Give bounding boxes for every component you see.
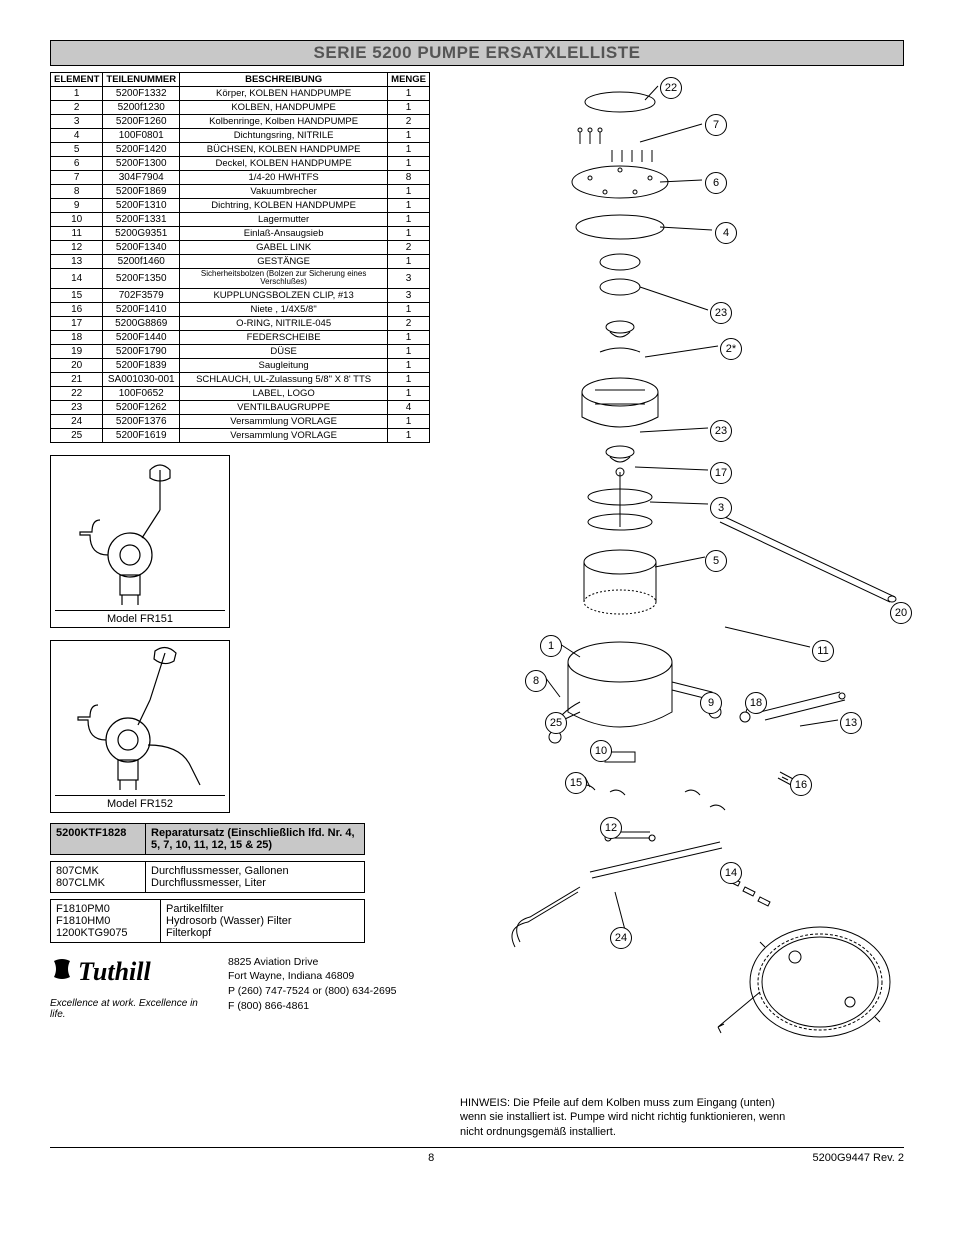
callout-23: 23	[710, 420, 732, 442]
table-row: 135200f1460GESTÄNGE1	[51, 255, 430, 269]
table-row: 4100F0801Dichtungsring, NITRILE1	[51, 129, 430, 143]
doc-rev: 5200G9447 Rev. 2	[812, 1152, 904, 1164]
pump-illustration-fr151	[70, 460, 210, 610]
callout-5: 5	[705, 550, 727, 572]
table-row: 15702F3579KUPPLUNGSBOLZEN CLIP, #133	[51, 288, 430, 302]
table-header: TEILENUMMER	[103, 73, 180, 87]
callout-14: 14	[720, 862, 742, 884]
table-row: 245200F1376Versammlung VORLAGE1	[51, 414, 430, 428]
callout-23: 23	[710, 302, 732, 324]
table-row: 15200F1332Körper, KOLBEN HANDPUMPE1	[51, 87, 430, 101]
callout-8: 8	[525, 670, 547, 692]
table-row: 255200F1619Versammlung VORLAGE1	[51, 428, 430, 442]
table-row: 235200F1262VENTILBAUGRUPPE4	[51, 400, 430, 414]
svg-text:Tuthill: Tuthill	[78, 957, 152, 986]
table-row: 7304F79041/4-20 HWHTFS8	[51, 171, 430, 185]
callout-2: 2*	[720, 338, 742, 360]
table-row: 25200f1230KOLBEN, HANDPUMPE1	[51, 101, 430, 115]
callout-7: 7	[705, 114, 727, 136]
filter-table: F1810PM0 F1810HM0 1200KTG9075 Partikelfi…	[50, 899, 365, 943]
filter-pn: F1810PM0 F1810HM0 1200KTG9075	[51, 899, 161, 942]
page-footer: 8 5200G9447 Rev. 2	[50, 1147, 904, 1164]
table-row: 85200F1869Vakuumbrecher1	[51, 185, 430, 199]
table-row: 145200F1350Sicherheitsbolzen (Bolzen zur…	[51, 269, 430, 289]
company-address: 8825 Aviation Drive Fort Wayne, Indiana …	[228, 955, 397, 1014]
callout-9: 9	[700, 692, 722, 714]
callout-4: 4	[715, 222, 737, 244]
table-row: 195200F1790DÜSE1	[51, 344, 430, 358]
table-header: ELEMENT	[51, 73, 103, 87]
page-number: 8	[428, 1152, 434, 1164]
table-row: 175200G8869O-RING, NITRILE-0452	[51, 316, 430, 330]
kit-desc: Reparatursatz (Einschließlich lfd. Nr. 4…	[146, 823, 365, 854]
callout-13: 13	[840, 712, 862, 734]
kit-table: 5200KTF1828 Reparatursatz (Einschließlic…	[50, 823, 365, 855]
callout-20: 20	[890, 602, 912, 624]
model-fr151-box: Model FR151	[50, 455, 230, 628]
callout-17: 17	[710, 462, 732, 484]
hinweis-note: HINWEIS: Die Pfeile auf dem Kolben muss …	[460, 1096, 800, 1139]
table-row: 165200F1410Niete , 1/4X5/8"1	[51, 302, 430, 316]
callout-1: 1	[540, 635, 562, 657]
callout-24: 24	[610, 927, 632, 949]
callout-16: 16	[790, 774, 812, 796]
exploded-diagram: 22764232*2317352011189182513101516121424	[460, 72, 920, 1092]
callout-18: 18	[745, 692, 767, 714]
table-row: 125200F1340GABEL LINK2	[51, 241, 430, 255]
table-row: 65200F1300Deckel, KOLBEN HANDPUMPE1	[51, 157, 430, 171]
callout-10: 10	[590, 740, 612, 762]
model-fr152-caption: Model FR152	[55, 795, 225, 812]
model-fr152-box: Model FR152	[50, 640, 230, 813]
flowmeter-desc: Durchflussmesser, Gallonen Durchflussmes…	[146, 861, 365, 892]
flowmeter-pn: 807CMK 807CLMK	[51, 861, 146, 892]
callout-11: 11	[812, 640, 834, 662]
parts-table: ELEMENTTEILENUMMERBESCHREIBUNGMENGE 1520…	[50, 72, 430, 443]
table-row: 115200G9351Einlaß-Ansaugsieb1	[51, 227, 430, 241]
table-row: 95200F1310Dichtring, KOLBEN HANDPUMPE1	[51, 199, 430, 213]
table-row: 105200F1331Lagermutter1	[51, 213, 430, 227]
table-header: MENGE	[388, 73, 430, 87]
table-row: 185200F1440FEDERSCHEIBE1	[51, 330, 430, 344]
table-row: 35200F1260Kolbenringe, Kolben HANDPUMPE2	[51, 115, 430, 129]
callout-22: 22	[660, 77, 682, 99]
callout-12: 12	[600, 817, 622, 839]
company-footer: Tuthill Excellence at work. Excellence i…	[50, 955, 430, 1020]
table-row: 205200F1839Saugleitung1	[51, 358, 430, 372]
callout-25: 25	[545, 712, 567, 734]
kit-pn: 5200KTF1828	[51, 823, 146, 854]
exploded-svg	[460, 72, 920, 1092]
pump-illustration-fr152	[70, 645, 210, 795]
callout-3: 3	[710, 497, 732, 519]
page-title-bar: SERIE 5200 PUMPE ERSATXLELLISTE	[50, 40, 904, 66]
callout-15: 15	[565, 772, 587, 794]
tuthill-logo: Tuthill	[50, 955, 210, 991]
tagline: Excellence at work. Excellence in life.	[50, 998, 210, 1020]
flowmeter-table: 807CMK 807CLMK Durchflussmesser, Gallone…	[50, 861, 365, 893]
filter-desc: Partikelfilter Hydrosorb (Wasser) Filter…	[161, 899, 365, 942]
table-row: 22100F0652LABEL, LOGO1	[51, 386, 430, 400]
model-fr151-caption: Model FR151	[55, 610, 225, 627]
table-row: 21SA001030-001SCHLAUCH, UL-Zulassung 5/8…	[51, 372, 430, 386]
table-row: 55200F1420BÜCHSEN, KOLBEN HANDPUMPE1	[51, 143, 430, 157]
callout-6: 6	[705, 172, 727, 194]
table-header: BESCHREIBUNG	[180, 73, 388, 87]
